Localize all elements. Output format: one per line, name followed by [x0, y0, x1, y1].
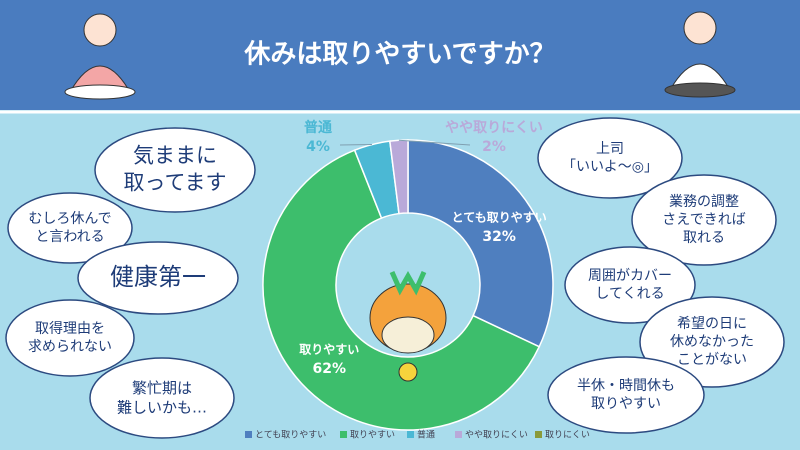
speech-bubble [7, 192, 133, 264]
bubble-text: 気ままに [133, 143, 217, 167]
speech-bubble [89, 357, 235, 439]
outside-category-label: 普通 [304, 119, 332, 136]
legend-label: とても取りやすい [255, 430, 326, 441]
bubble-text: さえできれば [662, 212, 746, 228]
person-left [64, 13, 136, 100]
bubble-text: 取ってます [124, 171, 227, 195]
bubble-text: 健康第一 [110, 263, 206, 291]
legend-label: 取りにくい [545, 430, 590, 441]
legend-swatch [535, 431, 542, 438]
mascot-muzzle [381, 316, 435, 354]
mascot [369, 270, 447, 382]
bubble-text: 求められない [28, 339, 112, 355]
outside-value-label: 4% [306, 139, 330, 155]
donut-segment [262, 149, 541, 431]
bubble-text: 半休・時間休も [577, 378, 675, 394]
bubble-text: 繁忙期は [132, 379, 192, 397]
legend-swatch [455, 431, 462, 438]
speech-bubble [564, 246, 696, 324]
speech-bubble [547, 356, 705, 434]
speech-bubble [631, 174, 777, 266]
bubble-text: 取得理由を [35, 320, 105, 337]
mascot-bell [398, 362, 418, 382]
bubble-text: むしろ休んで [28, 211, 111, 227]
speech-bubble [77, 241, 239, 315]
donut-segment [388, 139, 409, 215]
bubble-text: 取れる [683, 230, 725, 246]
bubble-text: 「いいよ～◎」 [562, 159, 658, 175]
bubble-text: 難しいかも… [117, 398, 207, 416]
bubble-text: 取りやすい [591, 396, 661, 412]
legend-label: 普通 [417, 429, 435, 441]
legend-swatch [340, 431, 347, 438]
segment-value-label: 62% [313, 361, 347, 377]
bubble-text: 業務の調整 [669, 194, 739, 210]
legend-label: 取りやすい [350, 430, 395, 441]
speech-bubble [639, 296, 785, 388]
speech-bubble [537, 117, 683, 199]
donut-segment [407, 139, 554, 348]
segment-category-label: とても取りやすい [452, 211, 547, 225]
bubble-text: と言われる [35, 229, 104, 245]
mascot-logo [389, 270, 427, 296]
bubble-text: してくれる [595, 286, 664, 302]
bubble-text: 休めなかった [670, 334, 754, 350]
speech-bubble [94, 127, 256, 213]
leader-line [398, 139, 471, 146]
segment-value-label: 32% [482, 229, 516, 245]
legend-label: やや取りにくい [465, 430, 528, 441]
outside-value-label: 2% [482, 139, 506, 155]
outside-category-label: やや取りにくい [445, 120, 543, 136]
bubble-text: 希望の日に [677, 316, 747, 332]
segment-category-label: 取りやすい [299, 342, 359, 356]
legend-swatch [407, 431, 414, 438]
legend-swatch [245, 431, 252, 438]
bubble-text: 上司 [596, 141, 624, 157]
chart-title: 休みは取りやすいですか？ [243, 40, 555, 70]
bubble-text: ことがない [677, 352, 747, 368]
person-right [664, 11, 736, 98]
speech-bubble [5, 299, 135, 377]
bubble-text: 周囲がカバー [588, 268, 672, 284]
